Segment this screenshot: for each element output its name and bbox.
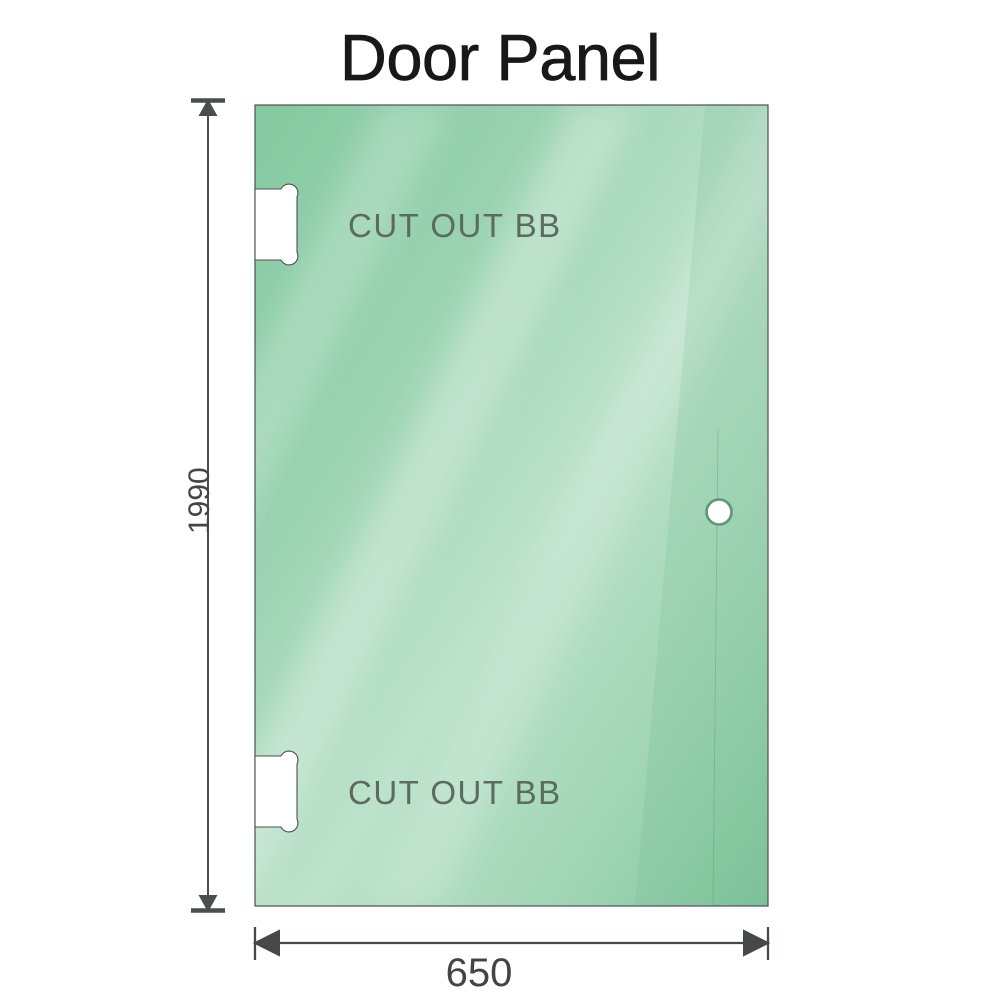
svg-text:CUT OUT BB: CUT OUT BB [348,207,562,244]
svg-text:CUT OUT BB: CUT OUT BB [348,774,562,811]
svg-text:650: 650 [446,951,513,995]
svg-text:1990: 1990 [183,467,216,534]
